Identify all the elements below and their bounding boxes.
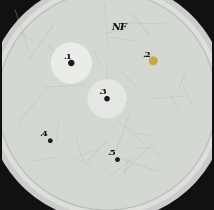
Text: .3: .3 — [99, 88, 107, 96]
Text: .1: .1 — [63, 53, 72, 61]
Circle shape — [69, 60, 74, 66]
Circle shape — [51, 43, 91, 83]
Text: .2: .2 — [143, 51, 151, 59]
Circle shape — [149, 57, 157, 65]
Text: .5: .5 — [107, 149, 116, 157]
Circle shape — [105, 97, 109, 101]
Circle shape — [88, 80, 126, 118]
Text: NF: NF — [112, 23, 128, 32]
Text: .4: .4 — [40, 130, 49, 138]
Circle shape — [116, 158, 119, 161]
Circle shape — [49, 139, 52, 142]
